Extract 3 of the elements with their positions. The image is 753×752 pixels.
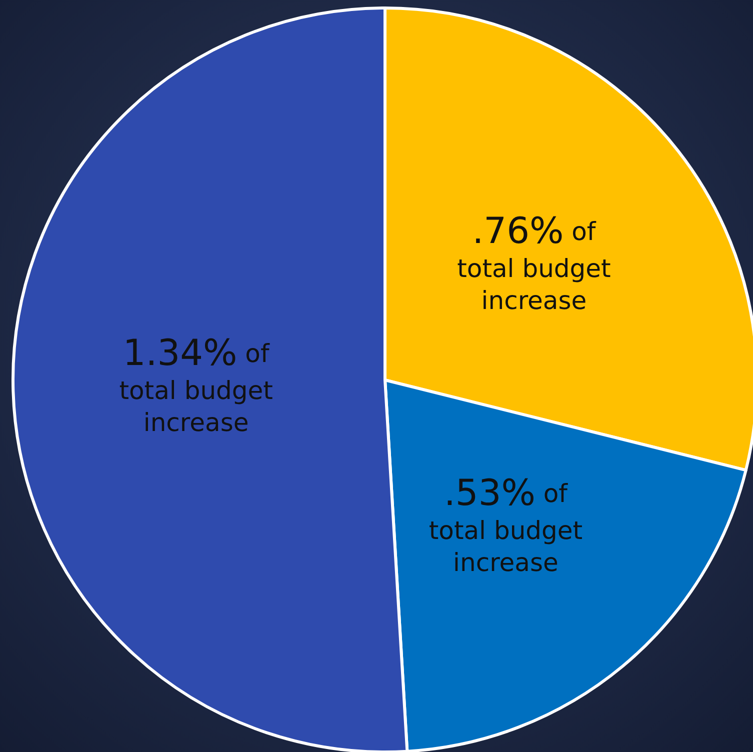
data-label: 1.34% of total budget increase bbox=[119, 333, 274, 438]
data-label: .53% of total budget increase bbox=[428, 472, 583, 577]
data-label: .76% of total budget increase bbox=[457, 211, 612, 316]
